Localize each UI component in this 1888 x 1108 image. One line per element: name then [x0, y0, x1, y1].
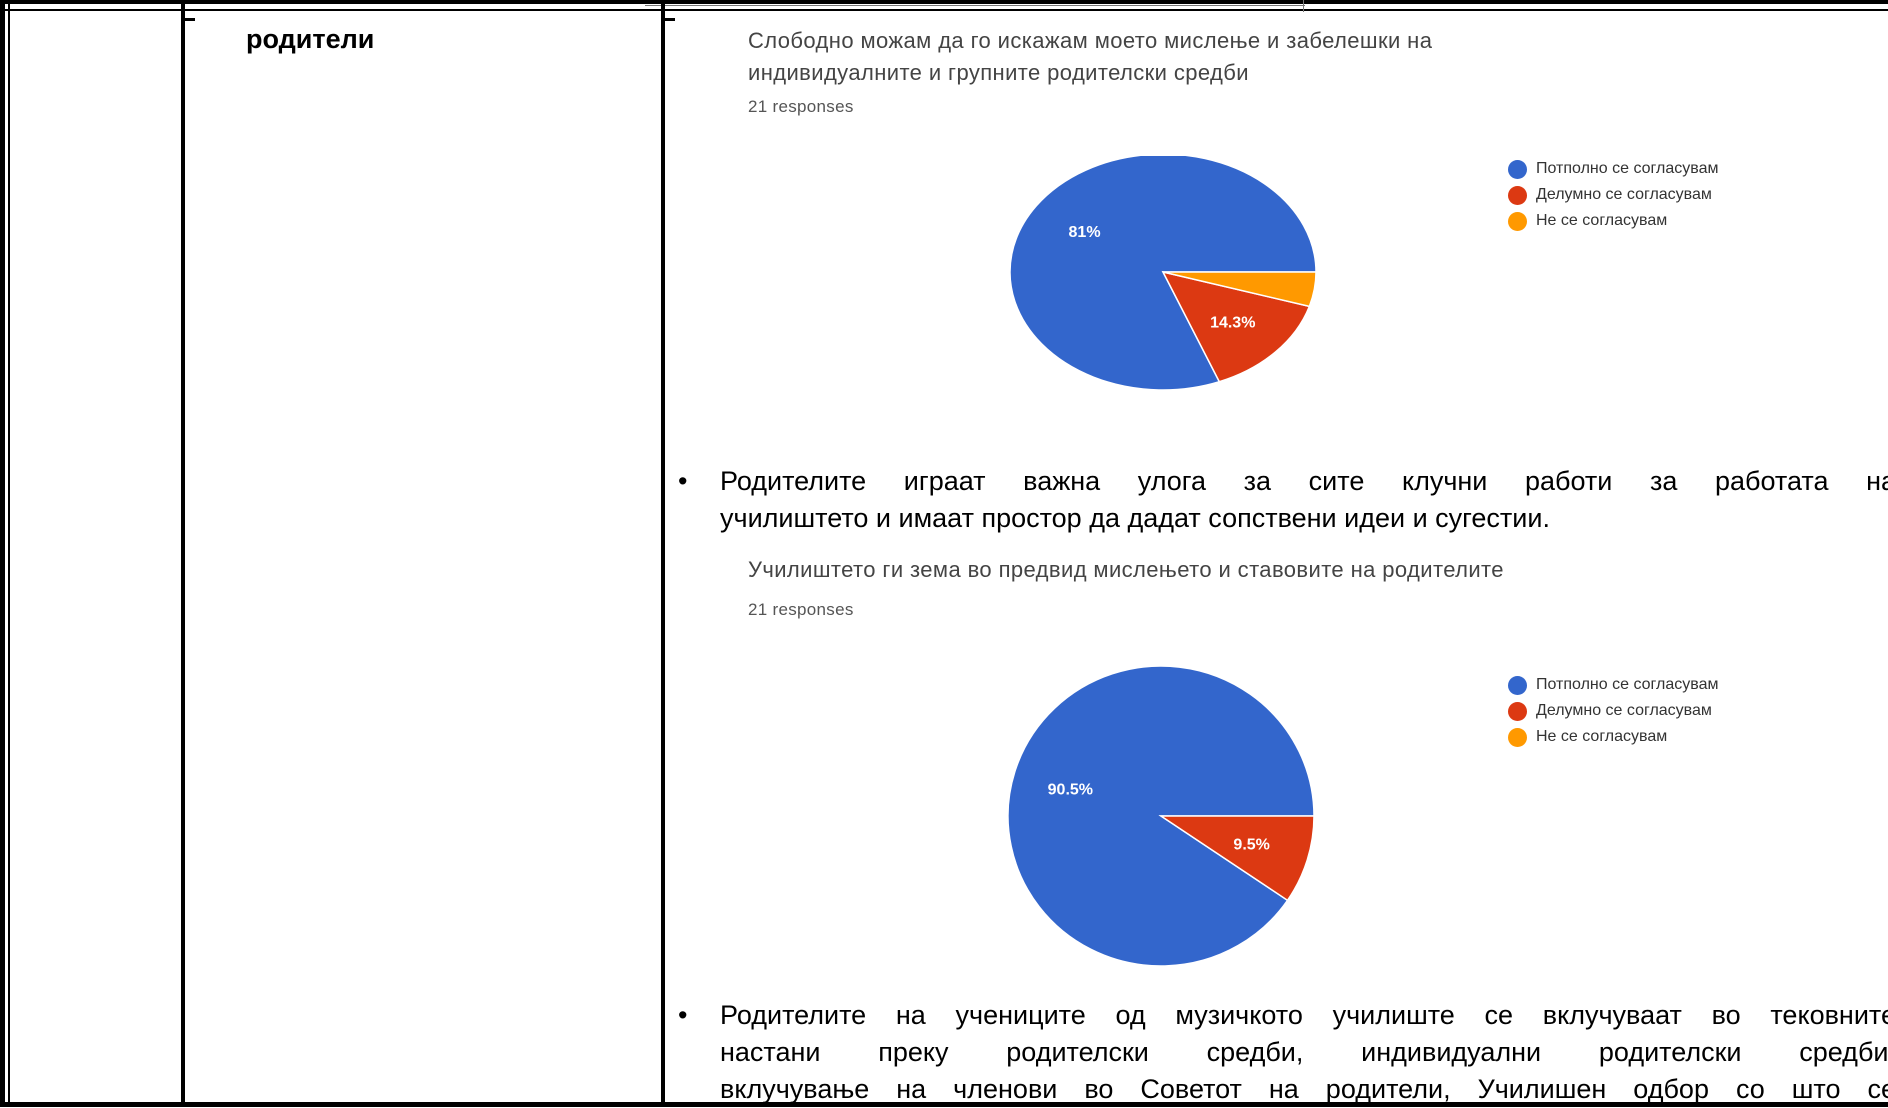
legend-dot-orange [1508, 211, 1527, 231]
table-column-divider-tab-2 [661, 18, 675, 21]
legend-label: Делумно се согласувам [1536, 186, 1712, 203]
chart-2-title: Училиштето ги зема во предвид мислењето … [748, 554, 1504, 586]
bullet-text: Родителите на учениците од музичкото учи… [720, 997, 1888, 1108]
chart-2-responses: 21 responses [748, 600, 854, 619]
legend-item: Потполно се согласувам [1508, 156, 1718, 182]
bullet-text-line: настани преку родителски средби, индивид… [720, 1037, 1888, 1067]
legend-label: Потполно се согласувам [1536, 676, 1719, 693]
chart-1-title-line: Слободно можам да го искажам моето мисле… [748, 28, 1433, 53]
legend-dot-red [1508, 701, 1527, 721]
bullet-glyph: • [678, 1000, 688, 1030]
table-left-border [0, 0, 5, 1107]
legend-item: Делумно се согласувам [1508, 182, 1718, 208]
legend-label: Не се согласувам [1536, 728, 1668, 745]
table-column-divider-1 [181, 0, 185, 1107]
legend-item: Потполно се согласувам [1508, 672, 1718, 698]
chart-1-title: Слободно можам да го искажам моето мисле… [748, 25, 1432, 89]
pie-slice [1161, 270, 1311, 383]
bullet-glyph: • [678, 466, 688, 496]
chart-1-legend: Потполно се согласувам Делумно се соглас… [1508, 156, 1718, 234]
table-column-divider-2 [661, 0, 665, 1107]
bullet-text-line: училиштето и имаат простор да дадат сопс… [720, 503, 1550, 533]
legend-dot-blue [1508, 159, 1527, 179]
legend-label: Потполно се согласувам [1536, 160, 1719, 177]
pie-data-label: 90.5% [1048, 782, 1093, 799]
pie-data-label: 14.3% [1210, 315, 1255, 332]
legend-dot-red [1508, 185, 1527, 205]
legend-dot-blue [1508, 675, 1527, 695]
pie-slice [1158, 815, 1315, 902]
legend-item: Делумно се согласувам [1508, 698, 1718, 724]
table-left-inner-border [8, 0, 10, 1107]
legend-dot-orange [1508, 727, 1527, 747]
table-bottom-border [0, 1102, 1888, 1107]
legend-item: Не се согласувам [1508, 208, 1718, 234]
legend-item: Не се согласувам [1508, 724, 1718, 750]
pie-data-label: 81% [1069, 224, 1101, 241]
bullet-text: Родителите играат важна улога за сите кл… [720, 463, 1888, 537]
chart-2-legend: Потполно се согласувам Делумно се соглас… [1508, 672, 1718, 750]
bullet-text-line: вклучување на членови во Советот на роди… [720, 1074, 1888, 1104]
table-top-inner-border [0, 9, 1888, 11]
pie-slice [1162, 271, 1317, 308]
chart-1-pie: 81% 14.3% [1009, 156, 1317, 391]
chart-1-title-line: индивидуалните и групните родителски сре… [748, 60, 1249, 85]
row-label: родители [246, 24, 375, 54]
table-column-divider-tab-1 [181, 18, 195, 21]
pie-data-label: 9.5% [1233, 836, 1269, 853]
table-top-stub [645, 5, 1305, 6]
table-top-border [0, 0, 1888, 4]
chart-2-pie: 90.5% 9.5% [1007, 666, 1315, 966]
table-top-stub-tick [1303, 0, 1304, 12]
bullet-text-line: Родителите на учениците од музичкото учи… [720, 1000, 1888, 1030]
chart-2-title-line: Училиштето ги зема во предвид мислењето … [748, 557, 1504, 582]
legend-label: Делумно се согласувам [1536, 702, 1712, 719]
legend-label: Не се согласувам [1536, 212, 1668, 229]
chart-1-responses: 21 responses [748, 97, 854, 116]
bullet-text-line: Родителите играат важна улога за сите кл… [720, 466, 1888, 496]
